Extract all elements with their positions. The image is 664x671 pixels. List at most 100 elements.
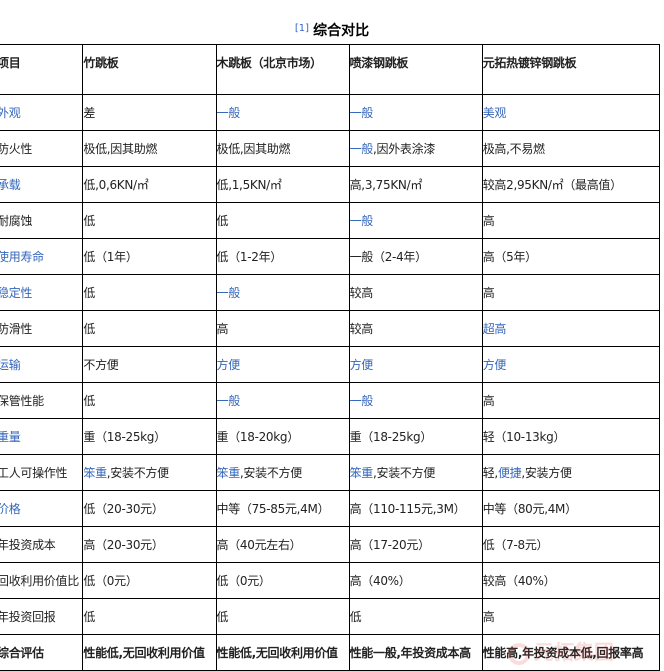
cell-text: 低,0,6KN/㎡: [83, 178, 149, 192]
row-label-cell: 综合评估: [0, 634, 84, 671]
cell-text: 性能一般,年投资成本高: [349, 646, 471, 660]
table-cell: 低（20-30元）: [82, 490, 217, 527]
cell-text: 性能低,无回收利用价值: [83, 646, 205, 660]
term-link[interactable]: 笨重: [349, 466, 374, 480]
table-row: 保管性能 低 一般 一般 高: [0, 382, 661, 419]
table-cell: 较高（40%）: [481, 562, 661, 599]
cell-text: 低（0元）: [83, 574, 138, 588]
cell-text: 低: [83, 286, 96, 300]
table-cell: 低,1,5KN/㎡: [215, 166, 350, 203]
table-caption: [1] 综合对比: [0, 20, 664, 40]
table-cell: 一般: [215, 274, 350, 311]
table-cell: 低（1-2年）: [215, 238, 350, 275]
watermark-logo-icon: [508, 642, 530, 665]
table-cell: 高: [481, 598, 661, 635]
table-row: 工人可操作性 笨重,安装不方便 笨重,安装不方便 笨重,安装不方便 轻,便捷,安装方便: [0, 454, 661, 491]
term-link[interactable]: 方便: [349, 358, 374, 372]
term-link[interactable]: 一般: [349, 394, 374, 408]
table-cell: 笨重,安装不方便: [348, 454, 483, 491]
row-label-cell: 年投资成本: [0, 526, 84, 563]
table-cell: 高: [481, 382, 661, 419]
table-cell: 方便: [481, 346, 661, 383]
term-link[interactable]: 稳定性: [0, 286, 33, 300]
row-label-cell: 防火性: [0, 130, 84, 167]
table-row: 重量 重（18-25kg） 重（18-20kg） 重（18-25kg） 轻（10-13k…: [0, 418, 661, 455]
table-cell: 高: [215, 310, 350, 347]
cell-text: 轻,: [482, 466, 498, 480]
table-cell: 差: [82, 94, 217, 131]
term-link[interactable]: 笨重: [216, 466, 240, 480]
cell-text: 低（1年）: [83, 250, 138, 264]
table-cell: 性能低,无回收利用价值: [215, 634, 350, 671]
cell-text: 回收利用价值比: [0, 574, 79, 588]
term-link[interactable]: 美观: [482, 106, 507, 120]
table-cell: 中等（75-85元,4M）: [215, 490, 350, 527]
table-cell: 极低,因其助燃: [215, 130, 350, 167]
term-link[interactable]: 价格: [0, 502, 21, 516]
table-row: 稳定性 低 一般 较高 高: [0, 274, 661, 311]
table-cell: 一般（2-4年）: [348, 238, 483, 275]
cell-text: 较高: [349, 322, 374, 336]
cell-text: 高,3,75KN/㎡: [349, 178, 423, 192]
table-cell: 低: [215, 598, 350, 635]
cell-text: 不方便: [83, 358, 119, 372]
cell-text: 工人可操作性: [0, 466, 68, 480]
table-cell: 超高: [481, 310, 661, 347]
cell-text: ,安装不方便: [106, 466, 169, 480]
cell-text: 高（17-20元）: [349, 538, 430, 552]
cell-text: 高: [482, 394, 495, 408]
cell-text: 低（1-2年）: [216, 250, 283, 264]
cell-text: 重（18-25kg）: [349, 430, 433, 444]
term-link[interactable]: 一般: [349, 142, 374, 156]
term-link[interactable]: 超高: [482, 322, 507, 336]
table-cell: 高（40元左右）: [215, 526, 350, 563]
table-cell: 高（17-20元）: [348, 526, 483, 563]
term-link[interactable]: 运输: [0, 358, 21, 372]
table-cell: 中等（80元,4M）: [481, 490, 661, 527]
cell-text: 极低,因其助燃: [216, 142, 291, 156]
header-row: 项目 竹跳板 木跳板（北京市场） 喷漆钢跳板 元拓热镀锌钢跳板: [0, 44, 661, 95]
cell-text: 较高: [349, 286, 374, 300]
cell-text: 低: [216, 214, 229, 228]
cell-text: 性能低,无回收利用价值: [216, 646, 338, 660]
table-cell: 一般: [215, 94, 350, 131]
term-link[interactable]: 承载: [0, 178, 21, 192]
table-cell: 性能一般,年投资成本高: [348, 634, 483, 671]
term-link[interactable]: 重量: [0, 430, 21, 444]
table-cell: 性能低,无回收利用价值: [82, 634, 217, 671]
row-label-cell: 工人可操作性: [0, 454, 84, 491]
cell-text: 高（40元左右）: [216, 538, 302, 552]
term-link[interactable]: 一般: [349, 214, 374, 228]
row-label-cell: 外观: [0, 94, 84, 131]
table-title: 综合对比: [313, 23, 370, 39]
cell-text: 低: [216, 610, 229, 624]
term-link[interactable]: 一般: [349, 106, 374, 120]
table-row: 价格 低（20-30元） 中等（75-85元,4M） 高（110-115元,3M） 中等…: [0, 490, 661, 527]
comparison-table: 项目 竹跳板 木跳板（北京市场） 喷漆钢跳板 元拓热镀锌钢跳板 外观差一般一般美…: [0, 44, 661, 671]
term-link[interactable]: 外观: [0, 106, 21, 120]
cell-text: 极低,因其助燃: [83, 142, 158, 156]
cell-text: 高（20-30元）: [83, 538, 164, 552]
table-cell: 重（18-25kg）: [82, 418, 217, 455]
reference-link[interactable]: [1]: [294, 23, 310, 34]
table-cell: 美观: [481, 94, 661, 131]
term-link[interactable]: 便捷: [497, 466, 522, 480]
term-link[interactable]: 笨重: [83, 466, 107, 480]
column-header: 项目: [0, 44, 84, 95]
column-header: 喷漆钢跳板: [348, 44, 483, 95]
term-link[interactable]: 一般: [216, 106, 240, 120]
term-link[interactable]: 方便: [216, 358, 240, 372]
term-link[interactable]: 方便: [482, 358, 507, 372]
table-row: 运输 不方便 方便 方便 方便: [0, 346, 661, 383]
table-cell: 低,0,6KN/㎡: [82, 166, 217, 203]
table-cell: 高（110-115元,3M）: [348, 490, 483, 527]
cell-text: 较高2,95KN/㎡（最高值）: [482, 178, 622, 192]
cell-text: 重（18-25kg）: [83, 430, 166, 444]
term-link[interactable]: 一般: [216, 286, 240, 300]
cell-text: 较高（40%）: [482, 574, 556, 588]
cell-text: 综合评估: [0, 646, 44, 660]
table-cell: 极高,不易燃: [481, 130, 661, 167]
term-link[interactable]: 一般: [216, 394, 240, 408]
table-row: 防滑性 低 高 较高 超高: [0, 310, 661, 347]
term-link[interactable]: 使用寿命: [0, 250, 44, 264]
